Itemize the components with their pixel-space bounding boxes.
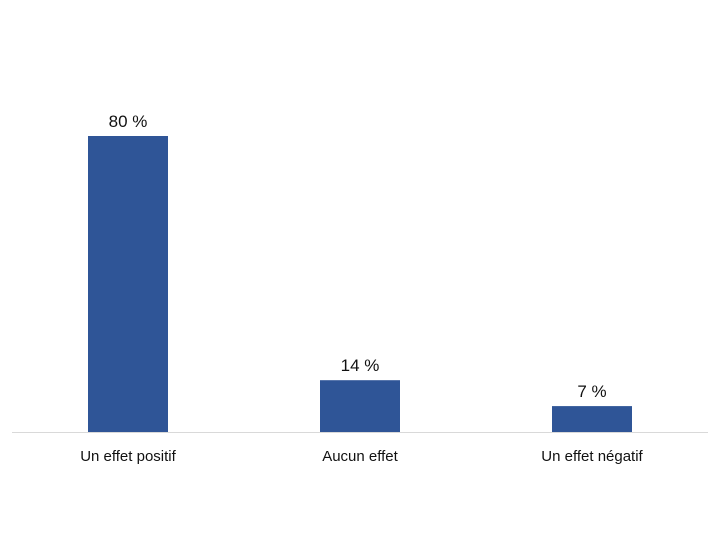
category-label: Un effet négatif xyxy=(541,448,643,465)
bar xyxy=(552,406,632,432)
bar xyxy=(88,136,168,432)
data-labels-layer: 80 % 14 % 7 % xyxy=(109,112,607,401)
data-label: 80 % xyxy=(109,112,148,131)
data-label: 14 % xyxy=(341,356,380,375)
data-label: 7 % xyxy=(577,382,606,401)
category-label: Un effet positif xyxy=(80,448,176,465)
bar xyxy=(320,380,400,432)
category-label: Aucun effet xyxy=(322,448,398,465)
category-axis-labels: Un effet positif Aucun effet Un effet néga… xyxy=(80,448,643,465)
bars-layer xyxy=(88,136,632,432)
